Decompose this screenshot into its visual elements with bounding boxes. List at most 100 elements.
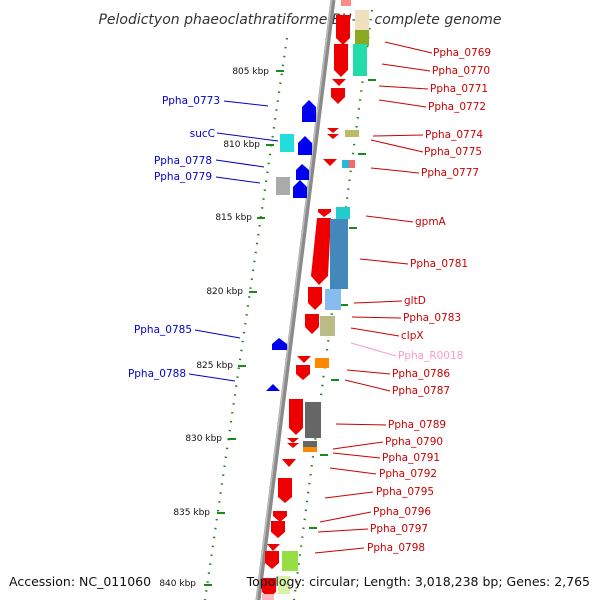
gene-arrow-Ppha_0789[interactable] [289, 399, 303, 435]
gene-label[interactable]: Ppha_0798 [367, 542, 425, 554]
gene-arrow-gltD[interactable] [308, 287, 322, 310]
gene-label[interactable]: Ppha_0788 [128, 368, 186, 380]
gene-label[interactable]: Ppha_R0018 [398, 350, 463, 362]
cog-box-Ppha_0779 [276, 177, 290, 195]
gene-arrow-Ppha_0797[interactable] [271, 521, 285, 538]
topology-text: Topology: circular; Length: 3,018,238 bp… [246, 574, 590, 589]
gene-arrow-Ppha_0790b[interactable] [287, 443, 299, 448]
ruler-label: 815 kbp [215, 213, 252, 223]
gene-label[interactable]: Ppha_0789 [388, 419, 446, 431]
gene-arrow-Ppha_0787[interactable] [296, 365, 310, 380]
gene-label[interactable]: Ppha_0783 [403, 312, 461, 324]
accession-text: Accession: NC_011060 [9, 574, 151, 589]
gene-label[interactable]: Ppha_0797 [370, 523, 428, 535]
cog-box-Ppha_0770 [353, 44, 367, 76]
gene-arrow-Ppha_0770[interactable] [334, 44, 348, 77]
leader-line-Ppha_R0018 [350, 342, 397, 357]
gene-arrow-Ppha_0796[interactable] [273, 511, 287, 522]
gene-label[interactable]: gltD [404, 295, 426, 307]
cog-box-sucC [280, 134, 294, 152]
gene-label[interactable]: Ppha_0773 [162, 95, 220, 107]
genome-backbone-highlight [255, 0, 333, 600]
gene-label[interactable]: Ppha_0787 [392, 385, 450, 397]
cog-box-bottom [278, 576, 290, 594]
gene-arrow-Ppha_0790[interactable] [287, 438, 299, 443]
gene-label[interactable]: Ppha_0792 [379, 468, 437, 480]
inner-track-ticks [309, 79, 376, 529]
ruler-label: 810 kbp [223, 140, 260, 150]
right-gene-labels: Ppha_0769 Ppha_0770 Ppha_0771 Ppha_0772 … [367, 47, 491, 554]
gene-arrow-Ppha_0771[interactable] [332, 79, 346, 86]
reverse-genes [262, 0, 369, 600]
cog-box-Ppha_0769b [355, 30, 369, 46]
cog-box-Ppha_0777 [342, 160, 349, 168]
gene-label[interactable]: Ppha_0790 [385, 436, 443, 448]
gene-label[interactable]: Ppha_0769 [433, 47, 491, 59]
gene-label[interactable]: Ppha_0781 [410, 258, 468, 270]
cog-box-Ppha_0777b [349, 160, 355, 168]
ruler-ticks: 805 kbp 810 kbp 815 kbp 820 kbp 825 kbp … [159, 67, 284, 589]
gene-label[interactable]: Ppha_0786 [392, 368, 450, 380]
gene-arrow-Ppha_0778[interactable] [296, 164, 309, 180]
gene-label[interactable]: sucC [190, 128, 215, 140]
cog-box-Ppha_0789 [305, 402, 321, 438]
gene-arrow-Ppha_0779[interactable] [293, 180, 307, 198]
gene-label[interactable]: clpX [401, 330, 424, 342]
gene-arrow-Ppha_0788[interactable] [266, 384, 280, 391]
gene-label[interactable]: Ppha_0774 [425, 129, 483, 141]
gene-label[interactable]: Ppha_0791 [382, 452, 440, 464]
gene-arrow-top[interactable] [341, 0, 351, 6]
gene-label[interactable]: gpmA [415, 216, 447, 228]
left-leader-lines [188, 100, 279, 382]
ruler-label: 805 kbp [232, 67, 269, 77]
cog-box-Ppha_0774 [345, 130, 359, 137]
gene-arrow-bottom-b [262, 594, 274, 600]
ruler-label: 825 kbp [196, 361, 233, 371]
forward-genes [266, 100, 316, 391]
gene-arrow-Ppha_0786[interactable] [297, 356, 311, 363]
cog-box-Ppha_0798 [282, 551, 298, 571]
ruler-label: 830 kbp [185, 434, 222, 444]
ruler-label: 835 kbp [173, 508, 210, 518]
gene-arrow-Ppha_0775[interactable] [323, 159, 337, 166]
gene-arrow-Ppha_0774b[interactable] [327, 134, 339, 139]
map-title: Pelodictyon phaeoclathratiforme BU-1, co… [98, 12, 501, 28]
gene-label[interactable]: Ppha_0795 [376, 486, 434, 498]
gene-label[interactable]: Ppha_0785 [134, 324, 192, 336]
cog-box-Ppha_0790 [303, 441, 317, 448]
genome-backbone [255, 0, 336, 600]
right-leader-lines [314, 41, 433, 554]
gene-label[interactable]: Ppha_0778 [154, 155, 212, 167]
gene-arrow-gpmA[interactable] [318, 209, 331, 217]
gene-label[interactable]: Ppha_0771 [430, 83, 488, 95]
gene-label[interactable]: Ppha_0775 [424, 146, 482, 158]
gene-arrow-bottom[interactable] [262, 578, 276, 598]
gene-arrow-Ppha_0795[interactable] [278, 478, 292, 503]
ruler-label: 840 kbp [159, 579, 196, 589]
gene-arrow-Ppha_0781[interactable] [311, 218, 331, 285]
gene-arrow-Ppha_0774[interactable] [327, 128, 339, 133]
gene-label[interactable]: Ppha_0779 [154, 171, 212, 183]
cog-box-Ppha_0786 [315, 358, 329, 368]
cog-box-gltD [325, 289, 341, 310]
gene-label[interactable]: Ppha_0772 [428, 101, 486, 113]
ruler-label: 820 kbp [206, 287, 243, 297]
left-gene-labels: Ppha_0773 sucC Ppha_0778 Ppha_0779 Ppha_… [128, 95, 220, 380]
gene-label[interactable]: Ppha_0770 [432, 65, 490, 77]
gene-arrow-Ppha_0785[interactable] [272, 338, 287, 350]
gene-label[interactable]: Ppha_0796 [373, 506, 431, 518]
gene-arrow-Ppha_0792[interactable] [282, 459, 296, 467]
gene-arrow-Ppha_0798a[interactable] [267, 544, 280, 551]
gene-arrow-Ppha_0783[interactable] [305, 314, 319, 334]
gene-label[interactable]: Ppha_0777 [421, 167, 479, 179]
gene-arrow-Ppha_0773[interactable] [302, 100, 316, 122]
cog-box-Ppha_0783 [320, 316, 335, 336]
gene-arrow-Ppha_0772[interactable] [331, 88, 345, 104]
gene-arrow-Ppha_0769[interactable] [336, 15, 350, 45]
gene-arrow-Ppha_0798[interactable] [265, 551, 279, 569]
cog-box-Ppha_0781 [330, 219, 348, 289]
gene-arrow-sucC[interactable] [298, 136, 312, 155]
cog-box-Ppha_0791 [303, 447, 317, 452]
cog-box-gpmA [336, 207, 350, 219]
